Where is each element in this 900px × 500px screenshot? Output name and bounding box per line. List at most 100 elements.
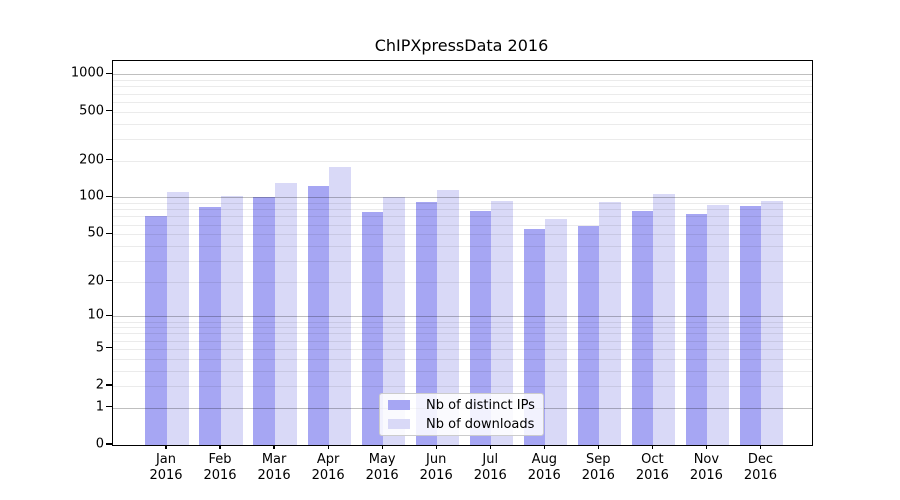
y-tick-label: 0 [95,436,104,452]
y-tick-label: 100 [79,188,104,204]
minor-gridline [113,234,812,236]
x-tick-mark [381,444,383,449]
bar-downloads [329,167,351,445]
bar-downloads [545,219,567,445]
y-tick-mark [106,195,112,198]
bar-distinct-ips [469,210,492,445]
bar-distinct-ips [199,206,222,445]
chart-title: ChIPXpressData 2016 [374,36,549,55]
x-tick-label: Nov 2016 [689,452,723,483]
y-tick-mark [106,384,112,386]
y-tick-label: 50 [87,225,104,241]
x-tick-label: Apr 2016 [311,452,345,483]
x-tick-label: Sep 2016 [581,452,615,483]
x-tick-label: May 2016 [365,452,399,483]
bar-distinct-ips [577,226,600,445]
legend-item-distinct-ips: Nb of distinct IPs [388,397,535,413]
x-tick-mark [489,444,491,449]
x-tick-label: Feb 2016 [203,452,237,483]
major-gridline [113,197,812,199]
minor-gridline [113,348,812,350]
x-tick-mark [543,444,545,449]
bar-distinct-ips [253,197,276,445]
bar-distinct-ips [145,216,167,445]
plot-area [112,60,813,446]
legend-label-downloads: Nb of downloads [426,416,535,432]
x-tick-mark [327,444,329,449]
x-tick-label: Jul 2016 [473,452,507,483]
minor-gridline [113,370,812,372]
bar-distinct-ips [739,206,762,445]
bar-downloads [167,192,189,445]
bar-distinct-ips [631,211,654,445]
y-tick-label: 1000 [70,65,104,81]
y-tick-mark [106,443,112,445]
minor-gridline [113,138,812,140]
bar-downloads [761,200,784,445]
x-tick-mark [435,444,437,449]
bar-downloads [383,196,405,445]
y-tick-mark [106,109,112,112]
minor-gridline [113,321,812,323]
legend: Nb of distinct IPs Nb of downloads [379,393,544,436]
minor-gridline [113,86,812,88]
major-gridline [113,316,812,318]
bar-distinct-ips [685,214,708,445]
minor-gridline [113,386,812,388]
minor-gridline [113,358,812,360]
bar-downloads [707,204,729,445]
x-tick-label: Jan 2016 [149,452,183,483]
y-tick-mark [106,72,112,75]
x-tick-mark [273,444,275,449]
minor-gridline [113,224,812,226]
bar-downloads [653,194,675,445]
minor-gridline [113,245,812,247]
y-tick-label: 10 [87,307,104,323]
minor-gridline [113,203,812,205]
minor-gridline [113,111,812,113]
x-tick-label: Oct 2016 [635,452,669,483]
x-tick-label: Jun 2016 [419,452,453,483]
bar-distinct-ips [523,229,546,445]
minor-gridline [113,101,812,103]
legend-item-downloads: Nb of downloads [388,416,535,432]
x-tick-mark [759,444,762,449]
minor-gridline [113,340,812,342]
y-tick-label: 1 [95,399,104,415]
x-tick-mark [597,444,599,449]
major-gridline [113,74,812,76]
y-tick-mark [106,406,112,408]
bar-downloads [491,200,513,445]
y-tick-label: 2 [95,377,104,393]
minor-gridline [113,281,812,283]
y-tick-label: 200 [79,152,104,168]
y-tick-label: 20 [87,273,104,289]
minor-gridline [113,123,812,125]
minor-gridline [113,333,812,335]
bar-downloads [275,182,297,445]
x-tick-mark [705,444,707,449]
minor-gridline [113,260,812,262]
x-tick-mark [651,444,653,449]
bar-downloads [437,189,459,445]
y-tick-mark [106,280,112,282]
minor-gridline [113,160,812,162]
y-tick-mark [106,314,112,316]
y-tick-mark [106,232,112,234]
legend-swatch-distinct-ips [388,400,410,410]
y-tick-mark [106,347,112,349]
bar-downloads [599,202,621,445]
x-tick-label: Mar 2016 [257,452,291,483]
x-tick-mark [219,444,221,449]
legend-swatch-downloads [388,419,410,429]
legend-label-distinct-ips: Nb of distinct IPs [426,397,535,413]
bar-distinct-ips [415,201,438,445]
minor-gridline [113,80,812,82]
bar-distinct-ips [307,185,330,445]
bar-distinct-ips [361,212,384,445]
x-tick-label: Aug 2016 [527,452,561,483]
y-tick-label: 5 [95,340,104,356]
y-tick-mark [106,158,112,161]
minor-gridline [113,216,812,218]
